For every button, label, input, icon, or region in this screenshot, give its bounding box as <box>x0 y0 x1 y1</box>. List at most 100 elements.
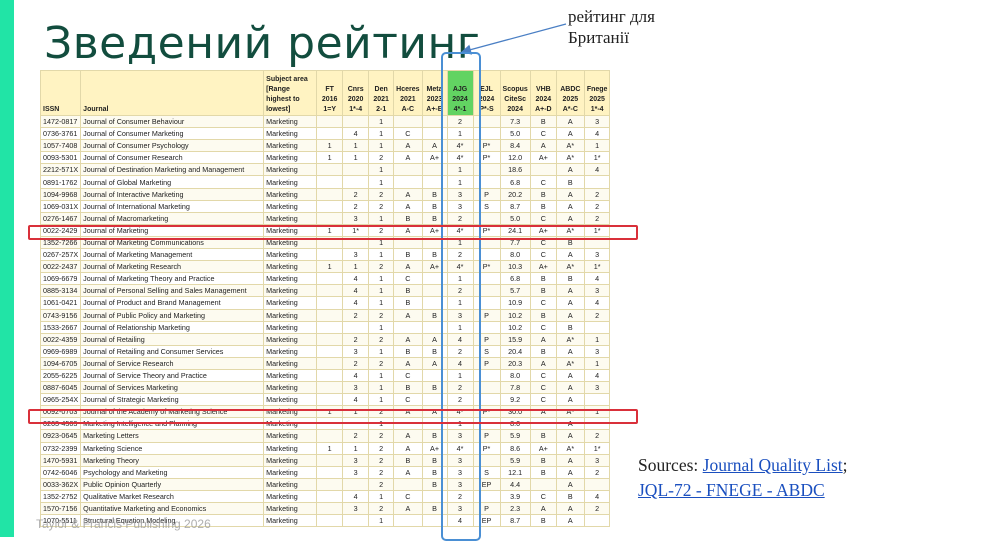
cell-vhb: C <box>529 175 557 189</box>
cell-journal: Quantitative Marketing and Economics <box>80 501 265 516</box>
accent-bar <box>0 0 14 537</box>
cell-hceres: C <box>393 272 423 286</box>
cell-cnrs: 2 <box>342 187 370 201</box>
table-row: 0743-9156 Journal of Public Policy and Ma… <box>39 308 611 322</box>
cell-hceres: A <box>393 260 423 274</box>
cell-fnege: 1 <box>583 139 611 153</box>
cell-hceres: A <box>393 429 423 443</box>
cell-issn: 0891-1762 <box>39 175 82 189</box>
cell-den: 2 <box>368 429 395 443</box>
cell-issn: 0267-257X <box>39 248 82 262</box>
cell-cnrs: 1 <box>342 441 370 455</box>
header-vhb: VHB 2024 A+-D <box>529 70 557 116</box>
table-row: 1470-5931 Marketing Theory Marketing 3 2 B B 3 5… <box>39 453 611 467</box>
cell-issn: 0965-254X <box>39 393 82 407</box>
cell-fnege: 4 <box>583 127 611 141</box>
cell-journal: Qualitative Market Research <box>80 489 265 504</box>
cell-ft <box>316 501 344 516</box>
cell-fnege <box>583 175 611 189</box>
cell-ajg: 4 <box>446 514 474 528</box>
header-scopus: Scopus CiteSc 2024 <box>499 70 531 116</box>
cell-ft: 1 <box>316 139 344 153</box>
cell-scopus: 6.8 <box>499 272 531 286</box>
cell-issn: 1061-0421 <box>39 296 82 310</box>
header-ajg: AJG 2024 4*-1 <box>446 70 474 116</box>
cell-den: 1 <box>368 175 395 189</box>
cell-den: 2 <box>368 453 395 467</box>
cell-ft <box>316 308 344 322</box>
cell-fnege: 2 <box>583 429 611 443</box>
cell-abdc: A <box>555 296 585 310</box>
cell-cnrs: 3 <box>342 344 370 358</box>
cell-fnege: 2 <box>583 465 611 479</box>
cell-scopus: 8.4 <box>499 139 531 153</box>
cell-vhb: B <box>529 344 557 358</box>
cell-ajg: 2 <box>446 211 474 225</box>
cell-vhb: B <box>529 199 557 213</box>
cell-abdc: A <box>555 453 585 467</box>
cell-hceres: B <box>393 381 423 395</box>
header-abdc: ABDC 2025 A*-C <box>555 70 585 116</box>
cell-issn: 1570-7156 <box>39 501 82 516</box>
cell-vhb: A+ <box>529 260 557 274</box>
header-den: Den 2021 2-1 <box>368 70 395 116</box>
row-highlight-journal-academy-marketing-science <box>28 409 638 424</box>
cell-ft: 1 <box>316 441 344 455</box>
cell-vhb: C <box>529 320 557 334</box>
table-row: 1352-2752 Qualitative Market Research Mark… <box>39 489 611 504</box>
cell-abdc: A <box>555 187 585 201</box>
cell-hceres: B <box>393 296 423 310</box>
cell-ft <box>316 514 344 528</box>
cell-den: 1 <box>368 272 395 286</box>
cell-abdc: A <box>555 501 585 516</box>
cell-cnrs: 4 <box>342 296 370 310</box>
table-row: 1533-2667 Journal of Relationship Marketi… <box>39 320 611 334</box>
cell-cnrs: 4 <box>342 368 370 383</box>
cell-cnrs: 4 <box>342 272 370 286</box>
cell-subject: Marketing <box>263 211 318 225</box>
cell-hceres: C <box>393 127 423 141</box>
cell-ft <box>316 127 344 141</box>
cell-ajg: 3 <box>446 453 474 467</box>
cell-abdc: A* <box>555 356 585 370</box>
cell-subject: Marketing <box>263 175 318 189</box>
cell-vhb: B <box>529 308 557 322</box>
cell-vhb: A <box>529 405 557 419</box>
cell-den: 2 <box>368 356 395 370</box>
cell-subject: Marketing <box>263 453 318 467</box>
ajg-column-highlight <box>441 52 481 541</box>
cell-cnrs: 4 <box>342 393 370 407</box>
cell-hceres <box>393 114 423 129</box>
cell-den: 1 <box>368 320 395 334</box>
cell-journal: Journal of Marketing Theory and Practice <box>80 272 265 286</box>
header-ejl: EJL 2024 P*-S <box>472 70 501 116</box>
cell-vhb <box>529 163 557 177</box>
cell-fnege: 3 <box>583 284 611 298</box>
cell-scopus: 18.6 <box>499 163 531 177</box>
cell-den: 2 <box>368 465 395 479</box>
cell-journal: Journal of Product and Brand Management <box>80 296 265 310</box>
cell-fnege: 3 <box>583 381 611 395</box>
table-row: 0093-5301 Journal of Consumer Research Mar… <box>39 151 611 165</box>
cell-subject: Marketing <box>263 393 318 407</box>
cell-hceres <box>393 477 423 491</box>
jql-fnege-abdc-link[interactable]: JQL-72 - FNEGE - ABDC <box>638 480 825 500</box>
cell-cnrs <box>342 477 370 491</box>
cell-abdc: A <box>555 429 585 443</box>
row-highlight-journal-of-marketing <box>28 225 638 240</box>
cell-den: 2 <box>368 199 395 213</box>
cell-cnrs: 2 <box>342 308 370 322</box>
table-row: 0923-0645 Marketing Letters Marketing 2 2 A B 3… <box>39 429 611 443</box>
cell-abdc: A* <box>555 332 585 346</box>
journal-quality-list-link[interactable]: Journal Quality List <box>702 455 843 475</box>
cell-hceres: A <box>393 332 423 346</box>
cell-vhb <box>529 477 557 491</box>
cell-scopus: 4.4 <box>499 477 531 491</box>
cell-cnrs: 3 <box>342 211 370 225</box>
cell-hceres: A <box>393 441 423 455</box>
cell-fnege: 2 <box>583 211 611 225</box>
cell-den: 1 <box>368 114 395 129</box>
cell-issn: 1470-5931 <box>39 453 82 467</box>
cell-den: 1 <box>368 163 395 177</box>
cell-scopus: 12.0 <box>499 151 531 165</box>
